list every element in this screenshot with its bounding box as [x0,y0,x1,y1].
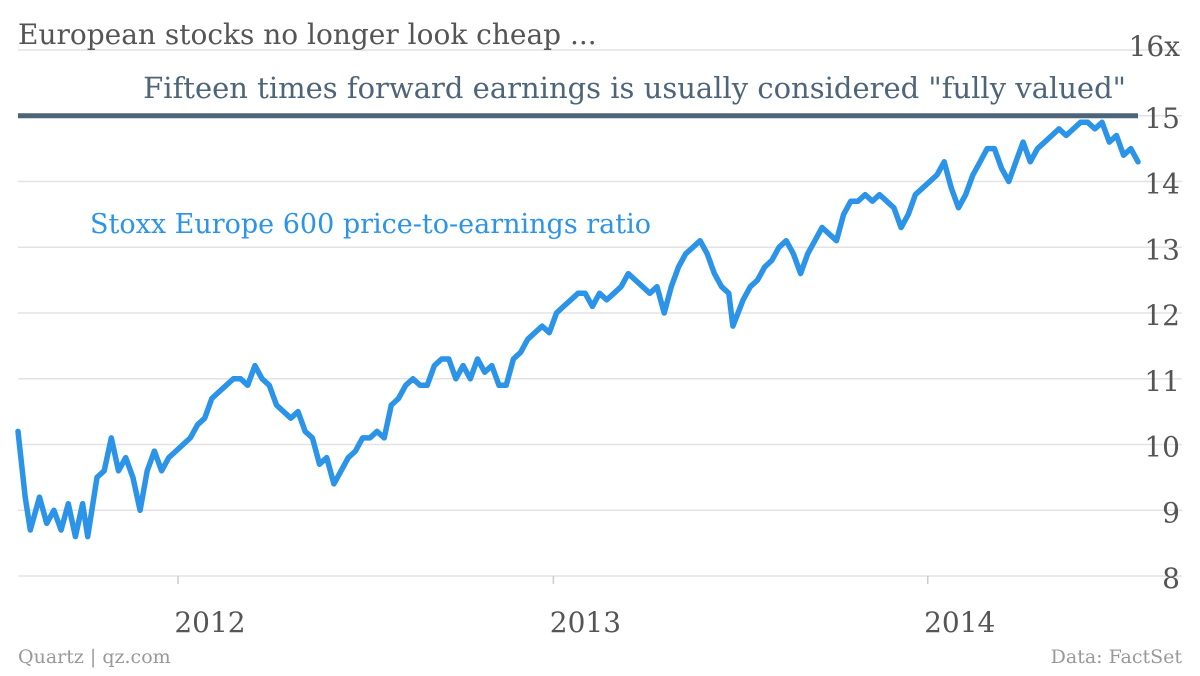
x-tick-label: 2012 [174,606,245,639]
reference-line-group: Fifteen times forward earnings is usuall… [18,71,1138,119]
y-tick-label: 8 [1162,562,1180,595]
y-axis-ticks: 8 9 10 11 12 13 14 15 16x [1129,30,1181,595]
footer-credit: Quartz | qz.com [18,646,171,668]
reference-line-label: Fifteen times forward earnings is usuall… [143,71,1126,105]
series-line [15,119,1141,540]
x-tick-label: 2013 [550,606,621,639]
series-group: Stoxx Europe 600 price-to-earnings ratio [15,119,1141,540]
y-tick-label: 15 [1144,102,1180,135]
series-label: Stoxx Europe 600 price-to-earnings ratio [90,209,651,240]
y-tick-label: 14 [1144,168,1180,201]
y-tick-label: 11 [1144,365,1180,398]
footer-source: Data: FactSet [1050,646,1182,668]
chart-title: European stocks no longer look cheap ... [18,18,597,51]
x-axis: 2012 2013 2014 [174,576,995,639]
x-tick-label: 2014 [924,606,995,639]
y-tick-label: 9 [1162,496,1180,529]
y-tick-label: 10 [1144,431,1180,464]
y-tick-label: 13 [1144,233,1180,266]
y-tick-label: 12 [1144,299,1180,332]
gridlines [18,49,1182,577]
y-tick-label: 16x [1129,30,1181,63]
